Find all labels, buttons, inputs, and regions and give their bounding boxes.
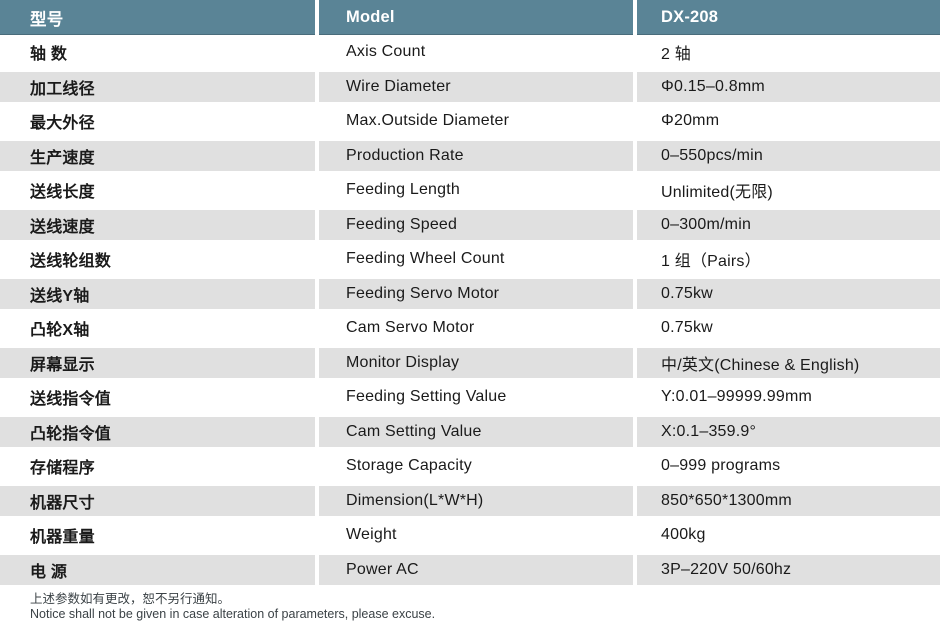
spec-label-cn: 电 源 <box>0 552 315 587</box>
spec-label-en: Cam Servo Motor <box>346 319 475 337</box>
table-row: 凸轮指令值 Cam Setting Value X:0.1–359.9° <box>0 414 940 449</box>
header-cell-model-cn: 型号 <box>0 0 315 35</box>
spec-label-en: Storage Capacity <box>346 457 472 475</box>
spec-value: 2 轴 <box>661 46 691 64</box>
spec-label-en: Feeding Length <box>346 181 461 199</box>
spec-label-en: Weight <box>346 526 397 544</box>
table-header-row: 型号 Model DX-208 <box>0 0 940 35</box>
table-row: 送线Y轴 Feeding Servo Motor 0.75kw <box>0 276 940 311</box>
spec-value: 0.75kw <box>661 319 713 337</box>
spec-label-en: Feeding Servo Motor <box>319 276 633 311</box>
spec-label-en: Feeding Wheel Count <box>346 250 505 268</box>
spec-label-cn: 凸轮X轴 <box>30 322 90 340</box>
spec-value: Φ20mm <box>661 112 720 130</box>
table-row: 送线指令值 Feeding Setting Value Y:0.01–99999… <box>0 380 940 415</box>
spec-label-cn: 凸轮指令值 <box>0 414 315 449</box>
spec-label-en: Axis Count <box>346 43 426 61</box>
table-row: 送线速度 Feeding Speed 0–300m/min <box>0 207 940 242</box>
footer-note-en: Notice shall not be given in case altera… <box>30 607 436 621</box>
table-row: 轴 数 Axis Count 2 轴 <box>0 35 940 70</box>
spec-label-cn: 机器尺寸 <box>0 483 315 518</box>
spec-value: 中/英文(Chinese & English) <box>637 345 940 380</box>
table-row: 送线长度 Feeding Length Unlimited(无限) <box>0 173 940 208</box>
spec-value: 1 组（Pairs） <box>661 253 761 271</box>
spec-value: 0–300m/min <box>637 207 940 242</box>
table-row: 机器重量 Weight 400kg <box>0 518 940 553</box>
header-cell-model-en: Model <box>319 0 633 35</box>
table-row: 生产速度 Production Rate 0–550pcs/min <box>0 138 940 173</box>
spec-label-en: Cam Setting Value <box>319 414 633 449</box>
spec-label-en: Power AC <box>319 552 633 587</box>
table-row: 电 源 Power AC 3P–220V 50/60hz <box>0 552 940 587</box>
spec-label-en: Feeding Speed <box>319 207 633 242</box>
spec-label-cn: 生产速度 <box>0 138 315 173</box>
table-row: 屏幕显示 Monitor Display 中/英文(Chinese & Engl… <box>0 345 940 380</box>
spec-label-cn: 送线长度 <box>30 184 95 202</box>
spec-label-en: Production Rate <box>319 138 633 173</box>
spec-label-cn: 机器重量 <box>30 529 95 547</box>
spec-value: 0–550pcs/min <box>637 138 940 173</box>
spec-label-cn: 存储程序 <box>30 460 95 478</box>
header-cell-model-number: DX-208 <box>637 0 940 35</box>
spec-value: 3P–220V 50/60hz <box>637 552 940 587</box>
spec-value: Φ0.15–0.8mm <box>637 69 940 104</box>
spec-value: 0–999 programs <box>661 457 781 475</box>
spec-value: X:0.1–359.9° <box>637 414 940 449</box>
spec-label-cn: 轴 数 <box>30 46 68 64</box>
spec-label-en: Dimension(L*W*H) <box>319 483 633 518</box>
spec-label-cn: 送线轮组数 <box>30 253 112 271</box>
spec-label-cn: 送线Y轴 <box>0 276 315 311</box>
spec-label-cn: 送线速度 <box>0 207 315 242</box>
table-row: 凸轮X轴 Cam Servo Motor 0.75kw <box>0 311 940 346</box>
spec-value: Unlimited(无限) <box>661 184 773 202</box>
spec-label-cn: 最大外径 <box>30 115 95 133</box>
table-row: 加工线径 Wire Diameter Φ0.15–0.8mm <box>0 69 940 104</box>
table-row: 存储程序 Storage Capacity 0–999 programs <box>0 449 940 484</box>
table-body: 轴 数 Axis Count 2 轴 加工线径 Wire Diameter Φ0… <box>0 35 940 587</box>
spec-value: Y:0.01–99999.99mm <box>661 388 813 406</box>
spec-label-en: Max.Outside Diameter <box>346 112 510 130</box>
spec-value: 400kg <box>661 526 706 544</box>
table-row: 最大外径 Max.Outside Diameter Φ20mm <box>0 104 940 139</box>
footer-note-cn: 上述参数如有更改，恕不另行通知。 <box>30 592 231 606</box>
spec-value: 850*650*1300mm <box>637 483 940 518</box>
table-row: 送线轮组数 Feeding Wheel Count 1 组（Pairs） <box>0 242 940 277</box>
spec-label-en: Feeding Setting Value <box>346 388 507 406</box>
spec-value: 0.75kw <box>637 276 940 311</box>
spec-label-cn: 屏幕显示 <box>0 345 315 380</box>
spec-label-cn: 送线指令值 <box>30 391 112 409</box>
spec-label-en: Monitor Display <box>319 345 633 380</box>
footer-note: 上述参数如有更改，恕不另行通知。 Notice shall not be giv… <box>0 587 940 622</box>
spec-label-en: Wire Diameter <box>319 69 633 104</box>
table-row: 机器尺寸 Dimension(L*W*H) 850*650*1300mm <box>0 483 940 518</box>
spec-label-cn: 加工线径 <box>0 69 315 104</box>
